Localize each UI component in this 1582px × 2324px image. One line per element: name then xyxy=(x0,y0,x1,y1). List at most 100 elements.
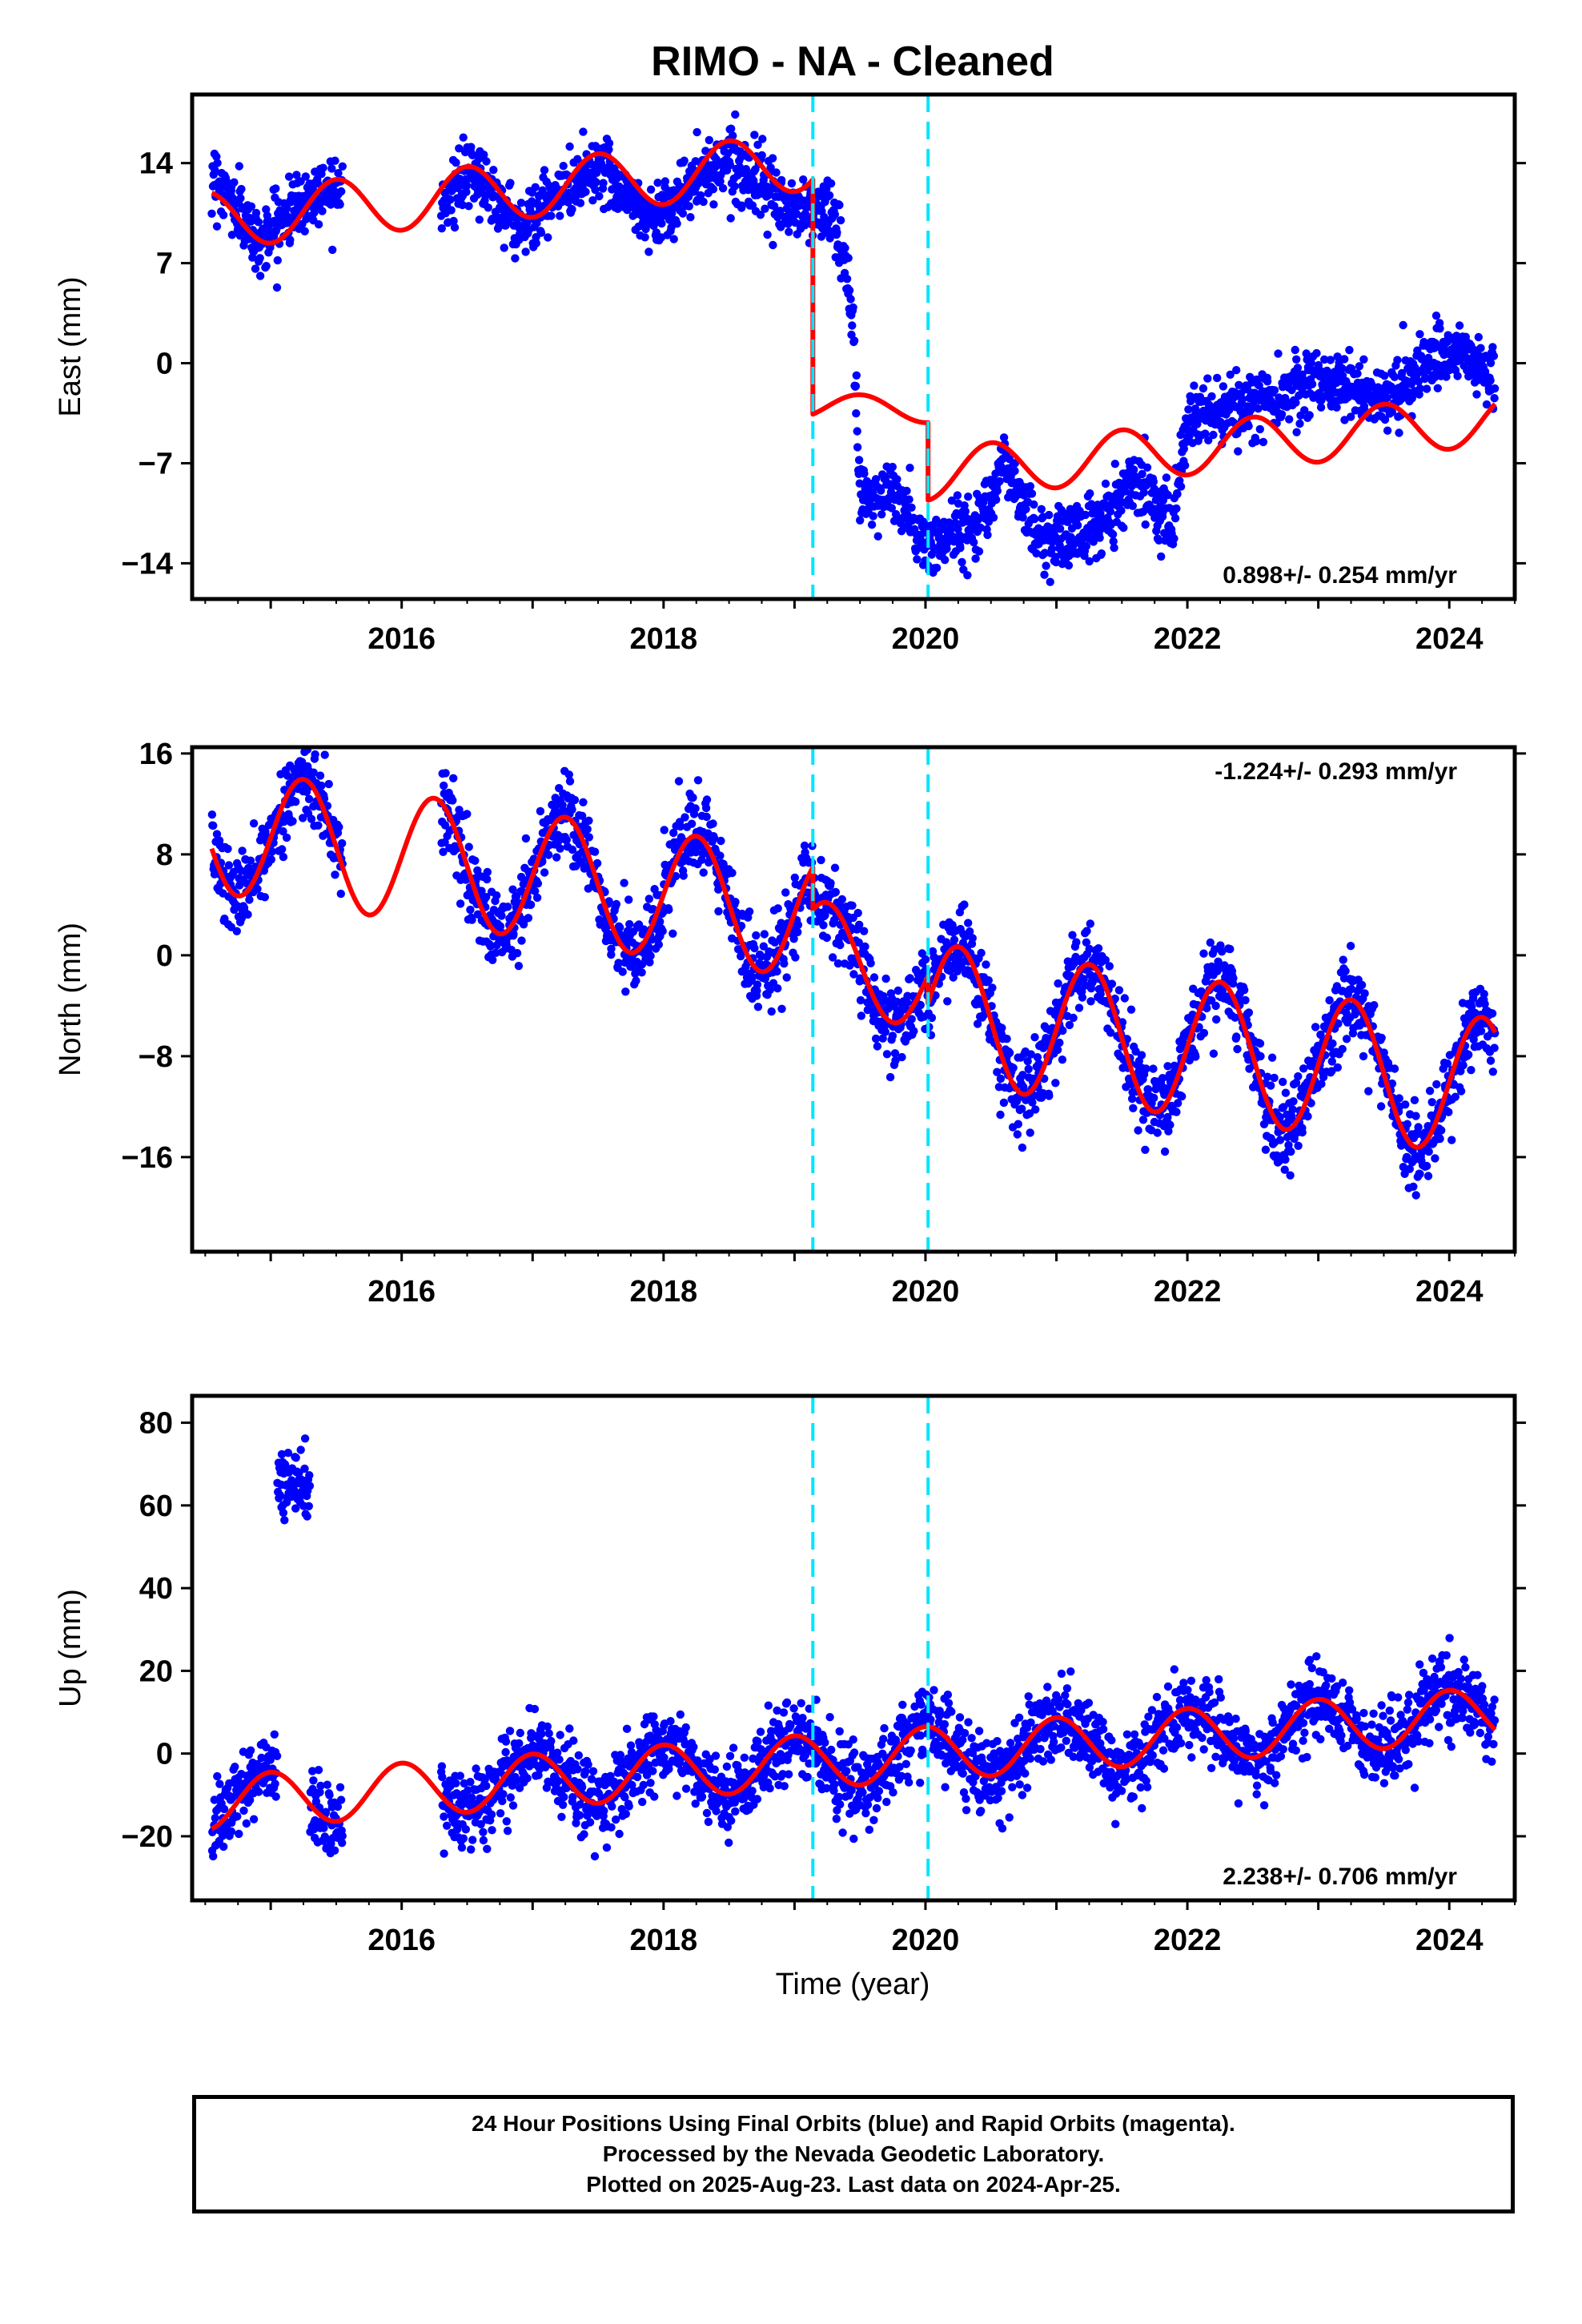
north-point xyxy=(612,899,621,909)
east-point xyxy=(756,211,765,219)
east-point xyxy=(262,205,271,214)
east-point xyxy=(1163,491,1173,500)
east-point xyxy=(1254,404,1263,413)
north-point xyxy=(753,987,761,995)
east-point xyxy=(1157,552,1166,561)
north-y-tick-label: −16 xyxy=(122,1141,173,1175)
east-point xyxy=(1226,370,1235,379)
east-point xyxy=(825,191,834,200)
east-point xyxy=(327,164,336,173)
north-point xyxy=(681,813,689,822)
north-point xyxy=(486,942,495,951)
north-point xyxy=(702,812,711,822)
east-point xyxy=(1097,549,1106,558)
north-observations xyxy=(207,747,1500,1200)
north-point xyxy=(777,1004,786,1014)
east-point xyxy=(1176,482,1186,491)
east-point xyxy=(1032,549,1041,558)
east-point xyxy=(1251,436,1261,446)
east-point xyxy=(1047,545,1057,553)
north-point xyxy=(607,944,616,954)
north-point xyxy=(1137,1051,1146,1059)
north-point xyxy=(1424,1147,1433,1156)
east-point xyxy=(871,475,881,484)
north-point xyxy=(1244,1008,1254,1017)
north-point xyxy=(1030,1033,1039,1042)
north-point xyxy=(891,1056,900,1065)
east-point xyxy=(1277,410,1287,419)
east-point xyxy=(956,544,965,553)
north-point xyxy=(1199,949,1208,958)
east-point xyxy=(947,496,957,505)
north-point xyxy=(1131,1047,1140,1056)
north-point xyxy=(607,950,616,959)
east-point xyxy=(467,143,476,151)
east-point xyxy=(946,525,955,534)
north-point xyxy=(821,911,829,919)
north-point xyxy=(1009,1063,1018,1072)
east-point xyxy=(1130,465,1138,474)
east-point xyxy=(958,557,966,567)
east-point xyxy=(446,195,455,204)
east-point xyxy=(1089,537,1098,546)
east-point xyxy=(1170,534,1178,543)
east-frame xyxy=(190,92,1517,601)
north-point xyxy=(1068,931,1077,939)
east-point xyxy=(1431,312,1441,320)
east-point xyxy=(227,231,237,239)
east-y-axis-label: East (mm) xyxy=(54,276,87,416)
north-point xyxy=(1423,1172,1433,1180)
north-point xyxy=(1281,1088,1291,1097)
north-point xyxy=(246,856,255,865)
north-point xyxy=(223,844,232,854)
north-point xyxy=(324,779,333,789)
north-x-tick-label: 2024 xyxy=(1415,1275,1484,1309)
east-point xyxy=(1291,398,1300,407)
north-point xyxy=(531,887,540,896)
north-point xyxy=(473,910,483,919)
north-point xyxy=(1390,1064,1399,1073)
east-point xyxy=(1340,355,1349,364)
east-point xyxy=(1082,541,1091,551)
north-point xyxy=(687,819,697,828)
north-point xyxy=(973,1019,982,1028)
east-point xyxy=(292,171,301,179)
east-point xyxy=(726,214,735,223)
north-point xyxy=(1267,1053,1277,1062)
north-point xyxy=(699,868,708,877)
east-point xyxy=(830,210,840,219)
north-point xyxy=(1488,1009,1497,1018)
north-point xyxy=(1456,1087,1466,1096)
east-point xyxy=(893,475,901,484)
north-point xyxy=(1058,1055,1067,1064)
north-point xyxy=(765,985,774,995)
north-point xyxy=(1444,1108,1453,1116)
up-point xyxy=(270,1730,279,1739)
north-point xyxy=(759,942,768,951)
north-point xyxy=(1437,1126,1446,1135)
north-point xyxy=(440,821,450,830)
east-point xyxy=(1338,364,1347,373)
north-point xyxy=(238,846,247,855)
east-point xyxy=(716,177,725,186)
east-point xyxy=(437,224,446,233)
east-point xyxy=(604,145,613,154)
east-point xyxy=(1045,510,1054,520)
east-point xyxy=(1095,533,1104,542)
east-point xyxy=(1431,372,1439,382)
north-point xyxy=(260,893,269,902)
east-point xyxy=(1119,523,1128,533)
east-point xyxy=(1219,382,1228,391)
east-point xyxy=(1046,577,1054,586)
north-point xyxy=(1325,995,1334,1005)
north-point xyxy=(565,777,575,786)
north-point xyxy=(857,1011,866,1020)
east-point xyxy=(1030,514,1039,524)
north-point xyxy=(927,1013,937,1023)
east-point xyxy=(313,179,323,188)
east-point xyxy=(1170,514,1180,523)
north-point xyxy=(836,940,845,950)
east-point xyxy=(853,443,862,452)
east-point xyxy=(447,206,456,215)
north-point xyxy=(998,1023,1006,1032)
